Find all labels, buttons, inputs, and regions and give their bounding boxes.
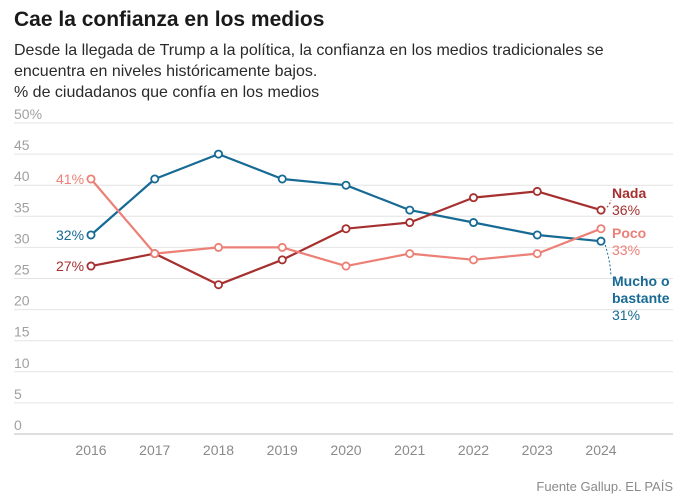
y-tick-label: 20 (14, 293, 30, 309)
start-value-label: 32% (56, 227, 84, 243)
data-point (277, 174, 287, 184)
data-point (213, 280, 223, 290)
y-tick-label: 30 (14, 230, 30, 246)
chart-subtitle: Desde la llegada de Trump a la política,… (14, 42, 604, 80)
data-point (341, 180, 351, 190)
data-point (213, 242, 223, 252)
x-tick-label: 2023 (522, 442, 553, 458)
data-point (405, 205, 415, 215)
data-point (150, 249, 160, 259)
source-note: Fuente Gallup. EL PAÍS (536, 479, 673, 494)
data-point (468, 193, 478, 203)
end-value-label: 36% (612, 202, 640, 218)
y-tick-label: 5 (14, 386, 22, 402)
grid-lines (14, 122, 673, 435)
x-tick-label: 2017 (139, 442, 170, 458)
x-axis-labels: 2016 2017 2018 2019 2020 2021 2022 2023 2024 (75, 442, 616, 458)
data-point (277, 255, 287, 265)
end-value-label: 33% (612, 242, 640, 258)
data-point (86, 230, 96, 240)
leader-line (603, 241, 612, 277)
data-point (150, 174, 160, 184)
x-tick-label: 2016 (75, 442, 106, 458)
data-point (532, 186, 542, 196)
data-point (277, 242, 287, 252)
series-line (90, 190, 602, 286)
series-name-label: bastante (612, 290, 670, 306)
data-point (468, 255, 478, 265)
x-tick-label: 2018 (203, 442, 234, 458)
data-point (86, 174, 96, 184)
y-tick-label: 45 (14, 137, 30, 153)
x-tick-label: 2019 (267, 442, 298, 458)
y-tick-label: 40 (14, 168, 30, 184)
start-value-label: 27% (56, 258, 84, 274)
y-tick-label: 15 (14, 324, 30, 340)
data-point (213, 149, 223, 159)
data-point (596, 205, 606, 215)
x-tick-label: 2020 (330, 442, 361, 458)
series-name-label: Poco (612, 225, 646, 241)
y-tick-label: 10 (14, 355, 30, 371)
unit-label: % de ciudadanos que confía en los medios (14, 84, 320, 101)
leader-line (603, 199, 612, 211)
y-tick-label: 35 (14, 199, 30, 215)
data-point (86, 261, 96, 271)
y-tick-label: 0 (14, 417, 22, 433)
data-point (532, 230, 542, 240)
series-points (86, 149, 606, 290)
y-tick-label: 25 (14, 262, 30, 278)
y-tick-label: 50% (14, 106, 42, 122)
series-name-label: Mucho o (612, 273, 670, 289)
x-tick-label: 2021 (394, 442, 425, 458)
data-point (341, 261, 351, 271)
x-tick-label: 2022 (458, 442, 489, 458)
chart-title: Cae la confianza en los medios (14, 8, 325, 31)
end-value-label: 31% (612, 307, 640, 323)
series-name-label: Nada (612, 185, 646, 201)
data-point (405, 218, 415, 228)
data-point (341, 224, 351, 234)
data-point (596, 224, 606, 234)
data-point (596, 236, 606, 246)
data-point (532, 249, 542, 259)
data-point (405, 249, 415, 259)
start-value-label: 41% (56, 171, 84, 187)
x-tick-label: 2024 (585, 442, 616, 458)
y-axis-labels: 0 5 10 15 20 25 30 35 40 45 50% (14, 106, 42, 433)
data-point (468, 218, 478, 228)
